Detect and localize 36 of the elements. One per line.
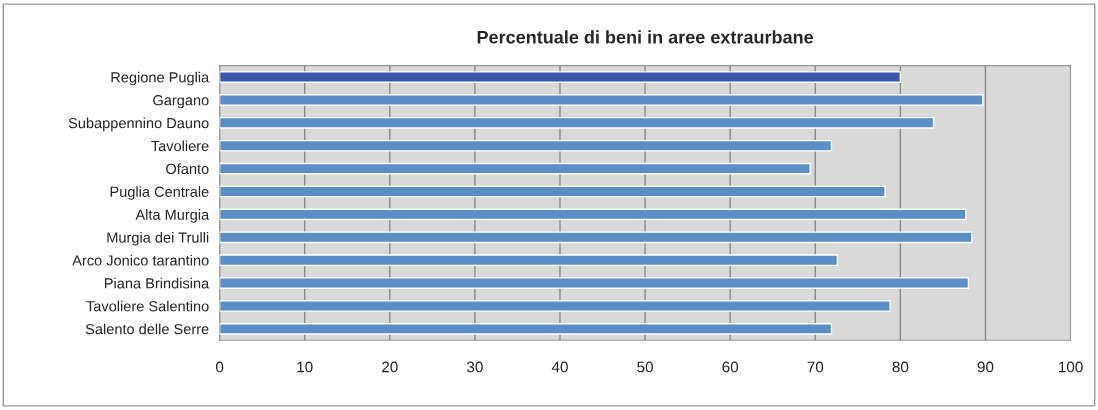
x-tick-label: 60	[722, 361, 739, 373]
y-tick-label: Piana Brindisina	[105, 277, 210, 289]
bar	[219, 94, 984, 106]
y-tick-label: Murgia dei Trulli	[107, 232, 209, 246]
chart-title: Percentuale di beni in aree extraurbane	[477, 30, 814, 44]
bar	[219, 162, 811, 175]
x-tick-label: 70	[807, 361, 824, 373]
y-tick-label: Gargano	[153, 95, 209, 109]
x-tick-label: 80	[892, 361, 909, 373]
x-tick-label: 10	[297, 361, 313, 373]
y-tick-label: Tavoliere	[151, 140, 209, 152]
y-tick-label: Arco Jonico tarantino	[72, 254, 209, 266]
x-tick-label: 30	[466, 361, 483, 373]
y-tick-label: Subappennino Dauno	[68, 117, 209, 132]
x-tick-label: 40	[551, 361, 568, 373]
bar	[219, 254, 839, 267]
bar	[219, 231, 973, 244]
bar	[219, 277, 970, 289]
x-tick-label: 100	[1058, 361, 1083, 373]
x-tick-label: 50	[637, 361, 653, 373]
bar	[219, 208, 967, 221]
y-tick-label: Tavoliere Salentino	[86, 300, 209, 312]
bar	[219, 185, 886, 198]
y-tick-label: Regione Puglia	[111, 71, 210, 86]
bar	[219, 300, 891, 312]
y-tick-label: Ofanto	[166, 163, 209, 175]
y-tick-label: Puglia Centrale	[110, 186, 209, 200]
y-tick-label: Alta Murgia	[135, 209, 210, 223]
x-tick-label: 0	[215, 361, 224, 373]
bar	[219, 323, 833, 335]
x-tick-label: 90	[977, 361, 994, 373]
bar	[219, 139, 833, 152]
bar	[219, 116, 935, 129]
y-tick-label: Salento delle Serre	[85, 323, 209, 335]
bar	[219, 71, 902, 83]
x-tick-label: 20	[382, 361, 398, 373]
